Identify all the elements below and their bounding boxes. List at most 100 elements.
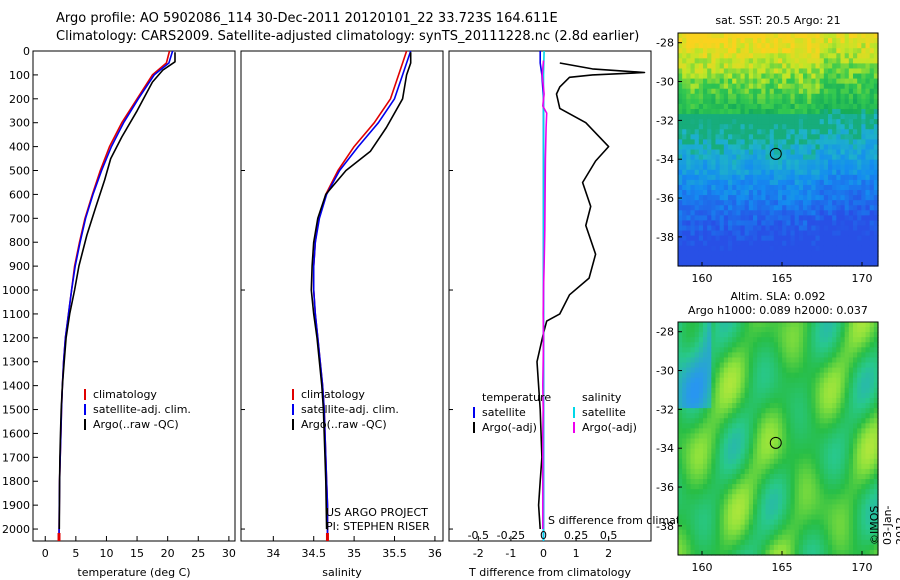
map-y-tick-label: -30	[656, 365, 674, 378]
x-tick-label: 10	[99, 547, 113, 560]
map-x-tick-label: 160	[692, 272, 713, 285]
legend-label: Argo(..raw -QC)	[93, 418, 179, 431]
map-x-tick-label: 170	[852, 561, 873, 574]
map-x-tick-label: 160	[692, 561, 713, 574]
y-tick-label: 300	[9, 117, 30, 130]
imos-stamp: ©IMOS 03-Jan-2012 17:00:46	[868, 505, 900, 545]
x-axis-label: T difference from climatology	[468, 566, 631, 579]
y-tick-label: 1500	[2, 404, 30, 417]
map-y-tick-label: -34	[656, 153, 674, 166]
y-tick-label: 1100	[2, 308, 30, 321]
x-axis-label: temperature (deg C)	[77, 566, 190, 579]
secondary-tick-label: 0.5	[600, 529, 618, 542]
panel-frame-2	[240, 50, 444, 542]
map-y-tick-label: -32	[656, 114, 674, 127]
y-tick-label: 700	[9, 212, 30, 225]
x-tick-label: 35	[347, 547, 361, 560]
legend-label: climatology	[301, 388, 365, 401]
x-tick-label: 20	[161, 547, 175, 560]
legend-label: Argo(-adj)	[582, 421, 637, 434]
y-tick-label: 500	[9, 165, 30, 178]
map-y-tick-label: -30	[656, 76, 674, 89]
y-tick-label: 900	[9, 260, 30, 273]
legend-label: Argo(..raw -QC)	[301, 418, 387, 431]
legend-label: satellite-adj. clim.	[301, 403, 399, 416]
x-axis-label: salinity	[322, 566, 362, 579]
x-tick-label: 34	[266, 547, 280, 560]
map-y-tick-label: -36	[656, 192, 674, 205]
x-tick-label: 25	[191, 547, 205, 560]
x-tick-label: 34.5	[301, 547, 326, 560]
series-line-argo-raw-qc-	[58, 52, 176, 530]
series-line-satellite-adj-clim-	[58, 50, 174, 542]
y-tick-label: 1400	[2, 380, 30, 393]
project-pi: PI: STEPHEN RISER	[326, 520, 430, 533]
secondary-tick-label: 0.25	[564, 529, 589, 542]
map-x-tick-label: 165	[772, 561, 793, 574]
y-tick-label: 800	[9, 236, 30, 249]
secondary-tick-label: -0.5	[468, 529, 489, 542]
argo-float-marker	[769, 147, 782, 160]
legend-label: satellite	[582, 406, 626, 419]
secondary-tick-label: -0.25	[497, 529, 525, 542]
legend-label: satellite	[482, 406, 526, 419]
map-x-tick-label: 170	[852, 272, 873, 285]
map-cells-sla	[678, 322, 879, 556]
y-tick-label: 1300	[2, 356, 30, 369]
y-tick-label: 100	[9, 69, 30, 82]
argo-float-marker	[769, 436, 782, 449]
panel-frame-1	[32, 50, 236, 542]
legend-title-temperature: temperature	[482, 391, 551, 404]
series-line-s-argo-adj-	[541, 60, 548, 529]
y-tick-label: 200	[9, 93, 30, 106]
figure-title-line1: Argo profile: AO 5902086_114 30-Dec-2011…	[56, 11, 558, 26]
legend-label: climatology	[93, 388, 157, 401]
y-tick-label: 1600	[2, 427, 30, 440]
legend-label: satellite-adj. clim.	[93, 403, 191, 416]
legend-label: Argo(-adj)	[482, 421, 537, 434]
y-tick-label: 1900	[2, 499, 30, 512]
secondary-tick-label: 0	[540, 529, 547, 542]
x-tick-label: 1	[573, 547, 580, 560]
map-cells-sst	[678, 33, 879, 267]
y-tick-label: 1200	[2, 332, 30, 345]
map-y-tick-label: -38	[656, 520, 674, 533]
x-tick-label: 0	[42, 547, 49, 560]
x-tick-label: 36	[428, 547, 442, 560]
map-frame-sst	[677, 32, 879, 267]
x-tick-label: 35.5	[382, 547, 407, 560]
map-y-tick-label: -38	[656, 231, 674, 244]
sst-map-title: sat. SST: 20.5 Argo: 21	[715, 14, 840, 27]
y-tick-label: 1000	[2, 284, 30, 297]
series-line-climatology	[312, 50, 408, 541]
y-tick-label: 2000	[2, 523, 30, 536]
map-y-tick-label: -28	[656, 37, 674, 50]
x-tick-label: -1	[505, 547, 516, 560]
figure-title-line2: Climatology: CARS2009. Satellite-adjuste…	[56, 29, 640, 44]
series-line-argo-raw-qc-	[310, 52, 412, 530]
y-tick-label: 0	[23, 45, 30, 58]
series-line-satellite-adj-clim-	[312, 50, 412, 541]
map-y-tick-label: -28	[656, 326, 674, 339]
series-line-climatology	[58, 50, 171, 542]
sla-map-title-line1: Altim. SLA: 0.092	[730, 290, 825, 303]
x-tick-label: 2	[605, 547, 612, 560]
map-x-tick-label: 165	[772, 272, 793, 285]
panel-frame-3	[448, 50, 652, 542]
map-y-tick-label: -36	[656, 481, 674, 494]
map-frame-sla	[677, 321, 879, 556]
x-tick-label: -2	[473, 547, 484, 560]
secondary-axis-label: S difference from climatology	[548, 514, 711, 527]
y-tick-label: 600	[9, 188, 30, 201]
legend-title-salinity: salinity	[582, 391, 622, 404]
y-tick-label: 1700	[2, 451, 30, 464]
map-y-tick-label: -32	[656, 403, 674, 416]
y-tick-label: 400	[9, 141, 30, 154]
map-y-tick-label: -34	[656, 442, 674, 455]
x-tick-label: 0	[540, 547, 547, 560]
sla-map-title-line2: Argo h1000: 0.089 h2000: 0.037	[688, 304, 868, 317]
y-tick-label: 1800	[2, 475, 30, 488]
project-name: US ARGO PROJECT	[326, 506, 428, 519]
series-line-t-argo-adj-	[536, 62, 646, 530]
